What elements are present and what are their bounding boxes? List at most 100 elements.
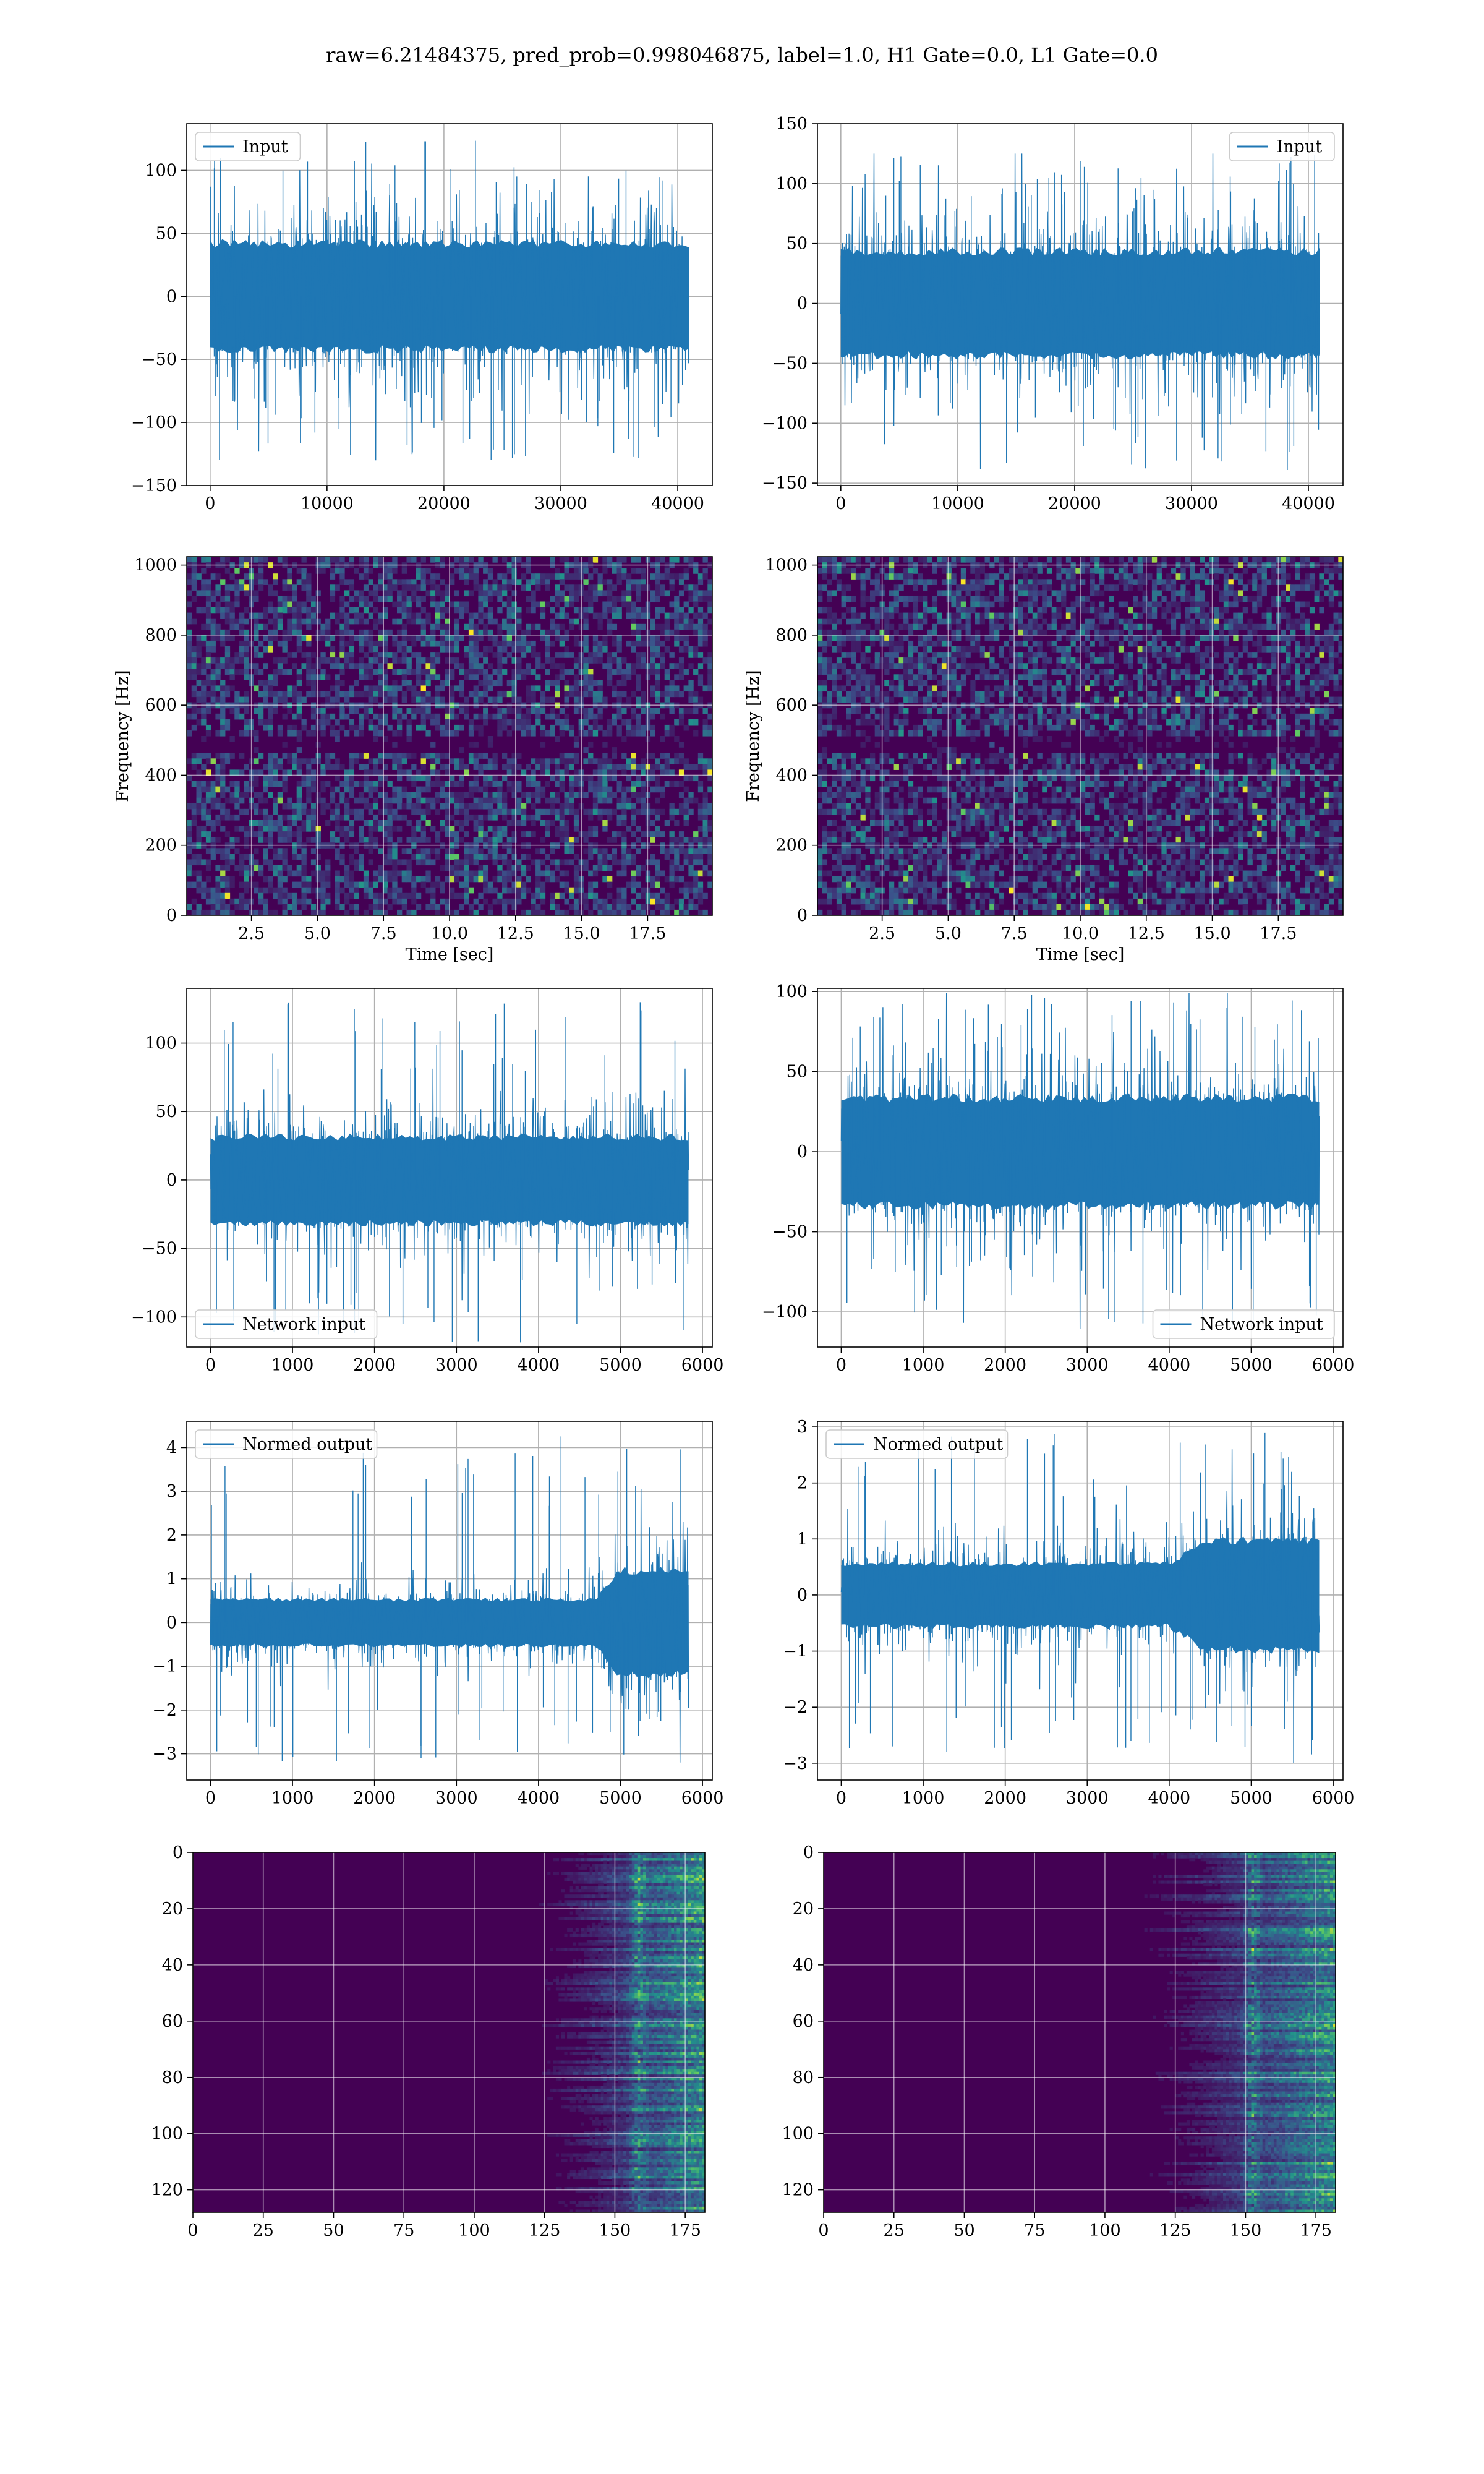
l1-feature-map-xtick-label: 25 (884, 2221, 905, 2240)
l1-input-ytick-label: 0 (797, 294, 808, 314)
h1-input-series-spikes (210, 140, 672, 460)
l1-spectrogram-ytick-label: 800 (775, 626, 808, 645)
h1-normed-output-ytick-label: −3 (152, 1745, 177, 1764)
l1-spectrogram-axes: 2.5 5.0 7.5 10.0 12.5 15.0 17.5 0 200 400 600 800 10… (744, 556, 1344, 964)
l1-normed-output-xtick-label: 2000 (984, 1789, 1026, 1808)
l1-feature-map-xtick-label: 50 (953, 2221, 974, 2240)
h1-normed-output-frame (186, 1421, 713, 1781)
l1-input-series-spikes (876, 154, 1320, 471)
h1-feature-map-ytick-label: 40 (162, 1956, 183, 1975)
h1-normed-output-xtick-label: 6000 (681, 1789, 724, 1808)
h1-feature-map-ytick-label: 80 (162, 2068, 183, 2087)
h1-feature-map-xtick-label: 100 (458, 2221, 490, 2240)
l1-normed-output-ytick-label: −1 (783, 1642, 808, 1661)
l1-input-xtick-label: 0 (835, 494, 846, 513)
h1-network-input-xtick-label: 1000 (271, 1356, 314, 1375)
l1-normed-output-series-spikes (848, 1432, 1312, 1755)
h1-network-input-ytick-label: 0 (166, 1171, 177, 1190)
l1-normed-output-plot-area (817, 1421, 1343, 1780)
l1-feature-map-ytick-label: 100 (782, 2125, 814, 2144)
h1-network-input-plot-area (187, 988, 712, 1347)
l1-spectrogram-xtick-label: 5.0 (935, 924, 962, 943)
h1-feature-map-xtick-label: 150 (599, 2221, 631, 2240)
h1-network-input-ytick-label: 50 (156, 1102, 177, 1121)
l1-spectrogram-xtick-label: 7.5 (1001, 924, 1028, 943)
h1-input-ytick-label: −150 (131, 476, 177, 495)
h1-input-ytick-label: 0 (166, 287, 177, 306)
l1-network-input-ytick-label: −100 (762, 1303, 808, 1322)
l1-feature-map-frame (823, 1852, 1336, 2213)
l1-feature-map-xtick-label: 100 (1089, 2221, 1121, 2240)
l1-input-ytick-label: 100 (775, 174, 808, 194)
h1-normed-output-ytick-label: 2 (166, 1526, 177, 1545)
l1-input-ytick-label: 50 (787, 234, 808, 254)
l1-input-axes: 0 10000 20000 30000 40000 −150 −100 −50 0 50 100 15… (762, 114, 1344, 513)
l1-spectrogram-plot-area (817, 557, 1343, 915)
h1-spectrogram-ytick-label: 1000 (134, 556, 177, 575)
l1-feature-map-ytick-label: 40 (793, 1956, 814, 1975)
l1-spectrogram-ytick-label: 400 (775, 766, 808, 785)
l1-spectrogram-xtick-label: 15.0 (1194, 924, 1231, 943)
h1-input-xtick-label: 10000 (301, 494, 354, 513)
l1-spectrogram-ytick-label: 600 (775, 696, 808, 715)
l1-normed-output-xtick-label: 0 (836, 1789, 846, 1808)
h1-normed-output-series-spikes (211, 1436, 681, 1762)
h1-network-input-series-line (210, 1064, 689, 1304)
h1-spectrogram-ytick-label: 200 (145, 836, 177, 855)
h1-feature-map-frame (192, 1852, 706, 2213)
h1-input-ytick-label: −100 (131, 413, 177, 432)
h1-normed-output-plot-area (187, 1421, 712, 1780)
l1-feature-map-plot-area (824, 1852, 1336, 2212)
l1-normed-output-axes: 0 1000 2000 3000 4000 5000 6000 −3 −2 −1 0 1 2 3 Norme… (783, 1418, 1354, 1808)
l1-normed-output-xtick-label: 6000 (1312, 1789, 1355, 1808)
l1-network-input-legend-label: Network input (1200, 1315, 1323, 1334)
l1-normed-output-ytick-label: 0 (797, 1586, 808, 1605)
h1-normed-output-xtick-label: 2000 (353, 1789, 396, 1808)
l1-feature-map-xtick-label: 75 (1024, 2221, 1045, 2240)
l1-normed-output-grid (817, 1421, 1343, 1780)
h1-input-ytick-label: 50 (156, 224, 177, 243)
l1-spectrogram-ytick-label: 0 (797, 906, 808, 925)
h1-network-input-ytick-label: −50 (142, 1239, 177, 1259)
l1-feature-map-xtick-label: 0 (818, 2221, 829, 2240)
h1-spectrogram-ytick-label: 0 (166, 906, 177, 925)
l1-input-xtick-label: 30000 (1165, 494, 1218, 513)
l1-feature-map-ytick-label: 80 (793, 2068, 814, 2087)
l1-spectrogram-ylabel: Frequency [Hz] (744, 670, 763, 802)
h1-network-input-xtick-label: 0 (205, 1356, 216, 1375)
h1-spectrogram-xtick-label: 10.0 (431, 924, 468, 943)
l1-network-input-xtick-label: 0 (836, 1356, 846, 1375)
l1-input-plot-area (817, 124, 1343, 486)
h1-feature-map-xtick-label: 25 (253, 2221, 274, 2240)
h1-normed-output-ytick-label: 0 (166, 1613, 177, 1632)
h1-network-input-frame (186, 988, 713, 1348)
l1-feature-map-ytick-label: 120 (782, 2181, 814, 2200)
l1-normed-output-xtick-label: 3000 (1066, 1789, 1109, 1808)
l1-normed-output-ytick-label: 3 (797, 1418, 808, 1437)
h1-spectrogram-ytick-label: 400 (145, 766, 177, 785)
h1-input-frame (186, 123, 713, 486)
l1-feature-map-xtick-label: 175 (1300, 2221, 1332, 2240)
h1-normed-output-xtick-label: 3000 (435, 1789, 478, 1808)
h1-feature-map-xtick-label: 75 (393, 2221, 414, 2240)
h1-normed-output-xtick-label: 5000 (599, 1789, 642, 1808)
l1-network-input-legend: Network input (1152, 1309, 1335, 1339)
h1-input-xtick-label: 0 (205, 494, 215, 513)
h1-feature-map-ytick-label: 120 (151, 2181, 183, 2200)
h1-spectrogram-xtick-label: 5.0 (304, 924, 331, 943)
panels: 0 10000 20000 30000 40000−150−100−50050100In… (113, 114, 1354, 2240)
h1-normed-output-ytick-label: 1 (166, 1570, 177, 1589)
h1-normed-output-ytick-label: 4 (166, 1438, 177, 1457)
h1-feature-map-cells (193, 1852, 705, 2212)
l1-feature-map-xtick-label: 125 (1159, 2221, 1192, 2240)
figure-title: raw=6.21484375, pred_prob=0.998046875, l… (326, 43, 1158, 67)
h1-spectrogram-xtick-label: 7.5 (370, 924, 397, 943)
h1-network-input-legend: Network input (195, 1309, 378, 1339)
l1-normed-output-ytick-label: 2 (797, 1474, 808, 1493)
l1-network-input-plot-area (817, 988, 1343, 1347)
l1-feature-map-axes: 0 25 50 75 100 125 150 175 0 20 40 60 80 100 120 (782, 1843, 1336, 2240)
h1-spectrogram-xtick-label: 12.5 (497, 924, 534, 943)
l1-input-legend-label: Input (1277, 137, 1323, 156)
l1-input-ytick-label: −150 (762, 474, 808, 493)
l1-spectrogram-xlabel: Time [sec] (1036, 945, 1125, 964)
